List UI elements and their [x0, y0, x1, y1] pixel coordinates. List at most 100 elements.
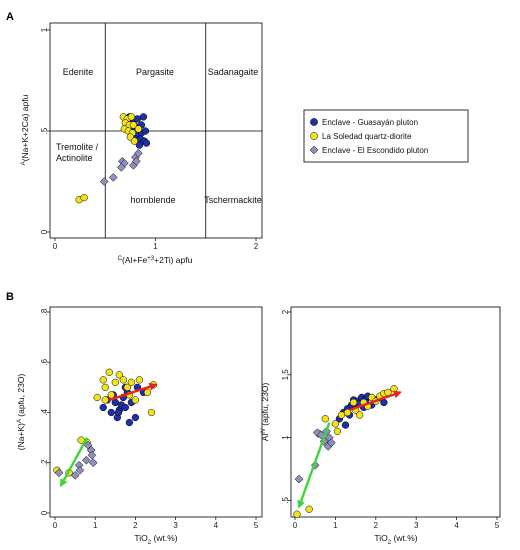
point-enclave-el-escondido-pluton [83, 440, 93, 450]
point-enclave-guasay-n-pluton [142, 139, 151, 147]
panel-b-right-frame [290, 306, 501, 518]
point-la-soledad-quartz-diorite [331, 420, 340, 428]
panel-a-label: A [6, 11, 14, 23]
point-enclave-guasay-n-pluton [133, 115, 142, 123]
y-tick-label: 1 [281, 435, 290, 440]
legend-label-escondido: Enclave - El Escondido pluton [322, 146, 428, 155]
point-enclave-guasay-n-pluton [114, 408, 123, 417]
point-enclave-guasay-n-pluton [121, 403, 129, 412]
panel-a-plot: Edenite Pargasite Sadanagaite Tremolite … [20, 22, 263, 265]
point-la-soledad-quartz-diorite [101, 396, 109, 404]
point-enclave-el-escondido-pluton [294, 474, 304, 484]
trend-arrow-red [108, 382, 158, 402]
x-tick-label: 2 [133, 521, 138, 530]
point-la-soledad-quartz-diorite [127, 113, 136, 121]
x-tick-label: 5 [254, 521, 259, 530]
panel-a-frame [49, 22, 263, 239]
point-la-soledad-quartz-diorite [333, 427, 342, 435]
legend-marker-soledad [310, 132, 318, 140]
legend-label-soledad: La Soledad quartz-diorite [322, 132, 412, 141]
panel-b-left-frame [49, 306, 263, 518]
point-enclave-el-escondido-pluton [116, 163, 126, 172]
point-enclave-el-escondido-pluton [327, 438, 336, 448]
x-tick-label: 0 [53, 521, 58, 530]
panel-b-right-plot: 0 1 2 3 4 5 .5 1 1.5 2 TiO2 (wt.%) AlIV (apfu, 23… [260, 306, 501, 546]
point-la-soledad-quartz-diorite [119, 376, 127, 384]
x-tick-label: 2 [374, 521, 379, 530]
point-la-soledad-quartz-diorite [115, 371, 123, 379]
point-la-soledad-quartz-diorite [101, 383, 109, 392]
point-enclave-el-escondido-pluton [99, 177, 109, 186]
point-la-soledad-quartz-diorite [93, 393, 101, 402]
point-la-soledad-quartz-diorite [111, 378, 119, 387]
x-tick-label: 1 [153, 242, 158, 251]
x-tick-label: 4 [454, 521, 459, 530]
field-label-tremolite: Tremolite / [56, 142, 99, 152]
point-enclave-guasay-n-pluton [107, 408, 115, 417]
point-enclave-el-escondido-pluton [108, 173, 118, 182]
legend-box [303, 109, 469, 163]
y-tick-label: .5 [281, 497, 290, 504]
point-enclave-guasay-n-pluton [99, 403, 107, 412]
point-enclave-guasay-n-pluton [111, 398, 119, 407]
panel-b-right-ticks: 0 1 2 3 4 5 .5 1 1.5 2 [281, 309, 500, 530]
field-label-hornblende: hornblende [130, 195, 175, 205]
x-tick-label: 0 [53, 242, 58, 251]
y-tick-label: 0 [40, 510, 49, 515]
point-enclave-guasay-n-pluton [131, 413, 140, 422]
panel-a-ticks: 0 1 2 0 .5 1 [40, 27, 259, 251]
panel-b-right-ylabel: AlIV (apfu, 23O) [260, 383, 270, 442]
point-la-soledad-quartz-diorite [143, 388, 152, 397]
point-la-soledad-quartz-diorite [343, 408, 352, 417]
field-label-edenite: Edenite [63, 67, 94, 77]
point-la-soledad-quartz-diorite [105, 368, 113, 376]
panel-a-field-boundaries [50, 23, 262, 238]
point-la-soledad-quartz-diorite [129, 121, 138, 129]
y-tick-label: 1 [40, 27, 49, 32]
point-enclave-guasay-n-pluton [341, 421, 350, 429]
point-la-soledad-quartz-diorite [355, 411, 364, 419]
legend-marker-escondido [309, 145, 319, 155]
x-tick-label: 5 [495, 521, 500, 530]
point-enclave-el-escondido-pluton [75, 465, 85, 475]
y-tick-label: 1.5 [281, 369, 290, 381]
point-la-soledad-quartz-diorite [99, 376, 107, 384]
panel-b-right-arrows [297, 390, 402, 509]
x-tick-label: 4 [214, 521, 219, 530]
point-la-soledad-quartz-diorite [337, 411, 346, 419]
x-tick-label: 1 [93, 521, 98, 530]
trend-arrow-red [349, 390, 402, 412]
point-la-soledad-quartz-diorite [349, 398, 358, 407]
panel-a-xlabel: C(Al+Fe+3+2Ti) apfu [118, 255, 193, 265]
field-label-sadanagaite: Sadanagaite [208, 67, 259, 77]
point-enclave-guasay-n-pluton [125, 418, 134, 427]
y-tick-label: .4 [40, 409, 49, 416]
point-la-soledad-quartz-diorite [390, 384, 398, 393]
point-enclave-el-escondido-pluton [70, 470, 80, 480]
point-enclave-el-escondido-pluton [134, 148, 143, 158]
point-enclave-guasay-n-pluton [141, 127, 150, 135]
point-enclave-el-escondido-pluton [88, 458, 98, 468]
x-tick-label: 3 [414, 521, 419, 530]
field-label-pargasite: Pargasite [136, 67, 174, 77]
point-enclave-el-escondido-pluton [132, 156, 141, 166]
point-la-soledad-quartz-diorite [321, 415, 329, 423]
panel-b-left-ylabel: (Na+K)A (apfu, 23O) [16, 374, 26, 451]
point-la-soledad-quartz-diorite [293, 510, 301, 518]
point-la-soledad-quartz-diorite [147, 408, 156, 417]
panel-a-ylabel: A(Na+K+2Ca) apfu [20, 94, 30, 165]
x-tick-label: 3 [173, 521, 178, 530]
point-enclave-guasay-n-pluton [135, 141, 144, 149]
point-la-soledad-quartz-diorite [123, 383, 132, 392]
x-tick-label: 1 [333, 521, 338, 530]
y-tick-label: 2 [281, 309, 290, 314]
y-tick-label: .5 [40, 127, 49, 134]
field-label-actinolite: Actinolite [56, 153, 93, 163]
legend-marker-guasayan [310, 118, 318, 126]
y-tick-label: 0 [40, 229, 49, 234]
point-la-soledad-quartz-diorite [80, 194, 88, 202]
x-tick-label: 2 [254, 242, 259, 251]
y-tick-label: .8 [40, 308, 49, 315]
panel-b-left-ticks: 0 1 2 3 4 5 0 .2 .4 .6 .8 [40, 308, 259, 530]
